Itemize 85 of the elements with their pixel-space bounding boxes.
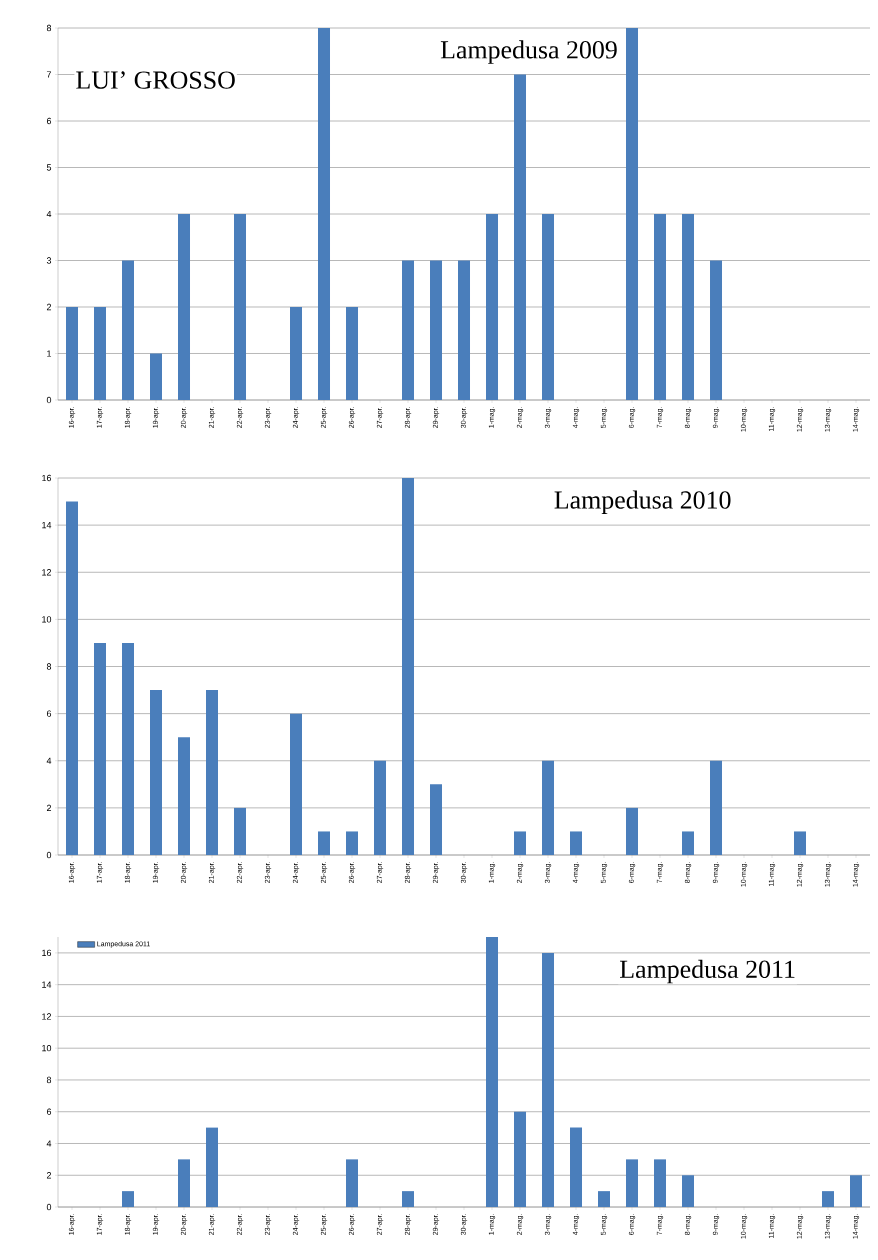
bar xyxy=(542,214,554,400)
y-tick-label: 1 xyxy=(47,350,52,357)
y-tick-label: 2 xyxy=(46,804,52,812)
bar xyxy=(318,28,330,400)
bar xyxy=(122,260,134,400)
y-tick-label: 10 xyxy=(42,616,52,623)
bar xyxy=(514,1111,526,1208)
y-tick-label: 2 xyxy=(46,1172,52,1179)
chart-title: Lampedusa 2009 xyxy=(440,40,617,64)
bar xyxy=(290,307,302,400)
bar xyxy=(514,74,526,400)
bar xyxy=(234,214,246,400)
bar xyxy=(654,1159,666,1208)
y-tick-label: 0 xyxy=(46,396,52,404)
text: Lampedusa 2011 xyxy=(620,959,795,984)
bar xyxy=(122,642,134,856)
y-tick-label: 5 xyxy=(46,164,52,171)
bar xyxy=(66,307,78,400)
bar xyxy=(206,1127,218,1208)
y-tick-label: 4 xyxy=(46,757,52,764)
bar xyxy=(122,1191,134,1208)
bar xyxy=(178,1159,190,1208)
bar xyxy=(346,1159,358,1208)
y-tick-label: 8 xyxy=(46,1076,52,1084)
bar xyxy=(570,831,582,856)
y-tick-label: 14 xyxy=(42,981,52,988)
bar xyxy=(794,831,807,856)
bar xyxy=(542,952,554,1208)
bar xyxy=(178,737,190,856)
bar xyxy=(206,690,218,856)
bar xyxy=(66,501,78,856)
bar xyxy=(626,1159,638,1208)
y-tick-label: 0 xyxy=(46,851,52,859)
y-tick-label: 12 xyxy=(42,1013,52,1020)
bar xyxy=(682,831,694,856)
bar xyxy=(850,1175,863,1208)
annotation: LUI’ GROSSO xyxy=(76,71,235,89)
chart-title: Lampedusa 2010 xyxy=(554,490,731,514)
bar xyxy=(402,260,414,400)
bar xyxy=(178,214,190,400)
y-tick-label: 7 xyxy=(46,71,52,78)
bar xyxy=(514,831,526,856)
bar xyxy=(94,642,106,856)
y-tick-label: 2 xyxy=(46,303,52,311)
y-tick-label: 14 xyxy=(42,522,52,529)
bar xyxy=(710,760,722,856)
bar xyxy=(94,307,106,400)
bar xyxy=(150,353,162,400)
bar xyxy=(458,260,470,400)
y-tick-label: 16 xyxy=(42,949,52,957)
y-tick-label: 6 xyxy=(46,117,52,125)
y-tick-label: 10 xyxy=(42,1045,52,1052)
bar xyxy=(374,760,386,856)
bar xyxy=(570,1127,582,1208)
bar xyxy=(402,478,414,856)
bar xyxy=(822,1191,835,1208)
y-tick-label: 12 xyxy=(42,569,52,576)
y-tick-label: 8 xyxy=(46,24,52,32)
y-tick-label: 4 xyxy=(46,1140,52,1147)
bar xyxy=(234,807,246,856)
bar xyxy=(710,260,723,400)
y-tick-label: 0 xyxy=(46,1203,52,1211)
bar xyxy=(626,807,638,856)
bar xyxy=(318,831,330,856)
bar xyxy=(486,937,498,1208)
bar xyxy=(682,214,695,400)
bar xyxy=(430,260,442,400)
bar xyxy=(542,760,554,856)
bar xyxy=(626,28,638,400)
bar xyxy=(150,690,162,856)
y-tick-label: 16 xyxy=(42,474,52,482)
bar xyxy=(682,1175,694,1208)
bar xyxy=(402,1191,414,1208)
bar xyxy=(290,713,302,856)
bar xyxy=(346,307,358,400)
bar xyxy=(654,214,666,400)
y-tick-label: 3 xyxy=(46,257,52,264)
y-tick-label: 4 xyxy=(46,210,52,218)
bar xyxy=(346,831,358,856)
y-tick-label: 8 xyxy=(46,663,52,670)
y-tick-label: 6 xyxy=(46,710,52,717)
bar xyxy=(430,784,442,856)
y-tick-label: 6 xyxy=(46,1108,52,1115)
bar xyxy=(598,1191,610,1208)
bar xyxy=(486,214,498,400)
